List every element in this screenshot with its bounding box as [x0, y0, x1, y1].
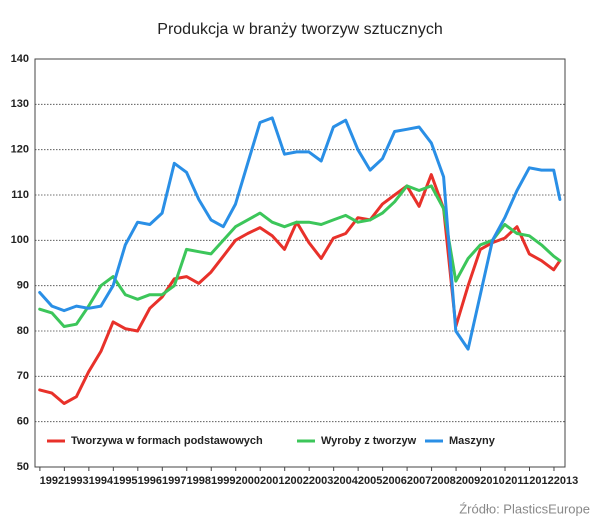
source-note: Źródło: PlasticsEurope	[459, 501, 590, 516]
series-line	[38, 184, 562, 328]
x-tick-label: 2002	[284, 475, 308, 487]
plot-frame	[34, 58, 566, 468]
x-tick-label: 1994	[89, 475, 114, 487]
x-tick-label: 2012	[529, 475, 553, 487]
x-tick-label: 2000	[235, 475, 259, 487]
x-tick-label: 1993	[64, 475, 88, 487]
x-tick-label: 1997	[162, 475, 186, 487]
x-tick-label: 1999	[211, 475, 235, 487]
x-tick-label: 2001	[260, 475, 284, 487]
series-line	[38, 173, 562, 405]
x-tick-label: 1992	[40, 475, 64, 487]
chart-title: Produkcja w branży tworzyw sztucznych	[157, 21, 442, 38]
series-line	[38, 116, 562, 351]
x-tick-label: 2010	[480, 475, 504, 487]
x-tick-label: 2004	[333, 475, 358, 487]
x-tick-label: 1995	[113, 475, 137, 487]
x-tick-label: 2009	[456, 475, 480, 487]
x-tick-label: 2008	[431, 475, 455, 487]
x-tick-label: 2003	[309, 475, 333, 487]
y-tick-label: 120	[11, 144, 29, 156]
x-tick-label: 2007	[407, 475, 431, 487]
y-tick-label: 130	[11, 98, 29, 110]
legend-label: Maszyny	[449, 435, 496, 447]
legend-label: Wyroby z tworzyw	[321, 435, 417, 447]
y-tick-label: 140	[11, 53, 29, 65]
y-tick-label: 110	[11, 189, 29, 201]
x-tick-label: 2005	[358, 475, 382, 487]
x-tick-label: 2006	[382, 475, 406, 487]
x-tick-label: 2011	[505, 475, 529, 487]
y-tick-label: 100	[11, 234, 29, 246]
x-tick-label: 2013	[554, 475, 578, 487]
y-tick-label: 70	[17, 370, 29, 382]
x-tick-label: 1998	[187, 475, 211, 487]
y-tick-label: 90	[17, 280, 29, 292]
y-tick-label: 50	[17, 461, 29, 473]
y-tick-label: 60	[17, 416, 29, 428]
x-tick-label: 1996	[138, 475, 162, 487]
y-tick-label: 80	[17, 325, 29, 337]
legend-label: Tworzywa w formach podstawowych	[71, 435, 263, 447]
